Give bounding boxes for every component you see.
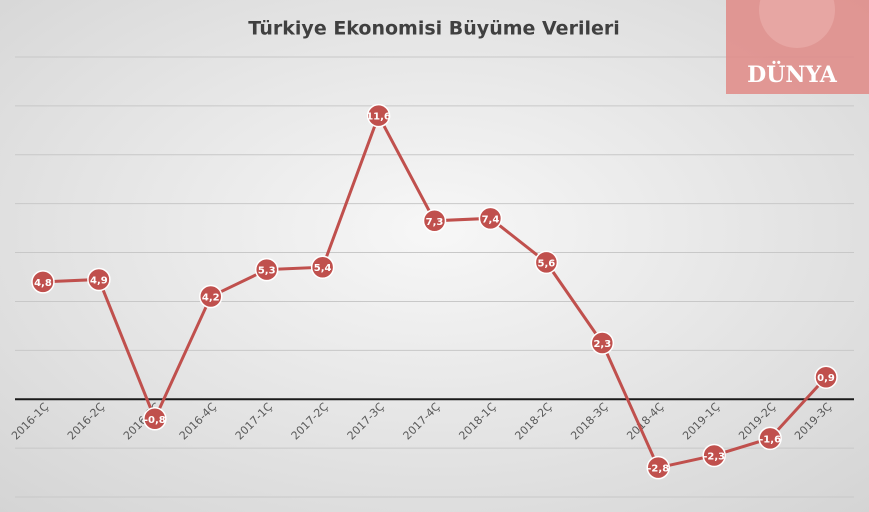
marker [254,257,279,282]
logo-text: DÜNYA [747,60,838,88]
value-label: 2,3 [593,339,611,350]
marker [310,255,335,279]
value-label: -2,3 [703,451,725,462]
marker [143,407,167,431]
marker [646,455,670,480]
chart-title: Türkiye Ekonomisi Büyüme Verileri [248,18,620,40]
marker [702,443,726,468]
logo-globe [759,0,835,48]
value-label: 11,6 [366,112,391,123]
marker [758,426,782,451]
marker [534,250,559,275]
value-label: -1,6 [759,434,781,445]
marker [199,284,223,309]
value-label: 4,9 [90,275,108,286]
value-label: 7,4 [482,214,500,225]
value-label: 5,4 [314,263,332,274]
marker [422,209,447,233]
marker [87,267,111,292]
value-label: 5,6 [538,258,556,269]
marker [590,331,615,355]
value-label: -0,8 [144,415,166,426]
value-label: 0,9 [817,373,835,384]
value-label: -2,8 [647,464,669,475]
value-label: 4,2 [202,293,220,304]
marker [366,103,391,128]
value-label: 4,8 [34,278,52,289]
marker [478,206,503,231]
value-label: 7,3 [426,217,444,228]
marker [814,365,838,389]
value-label: 5,3 [258,266,276,277]
marker [31,270,55,294]
